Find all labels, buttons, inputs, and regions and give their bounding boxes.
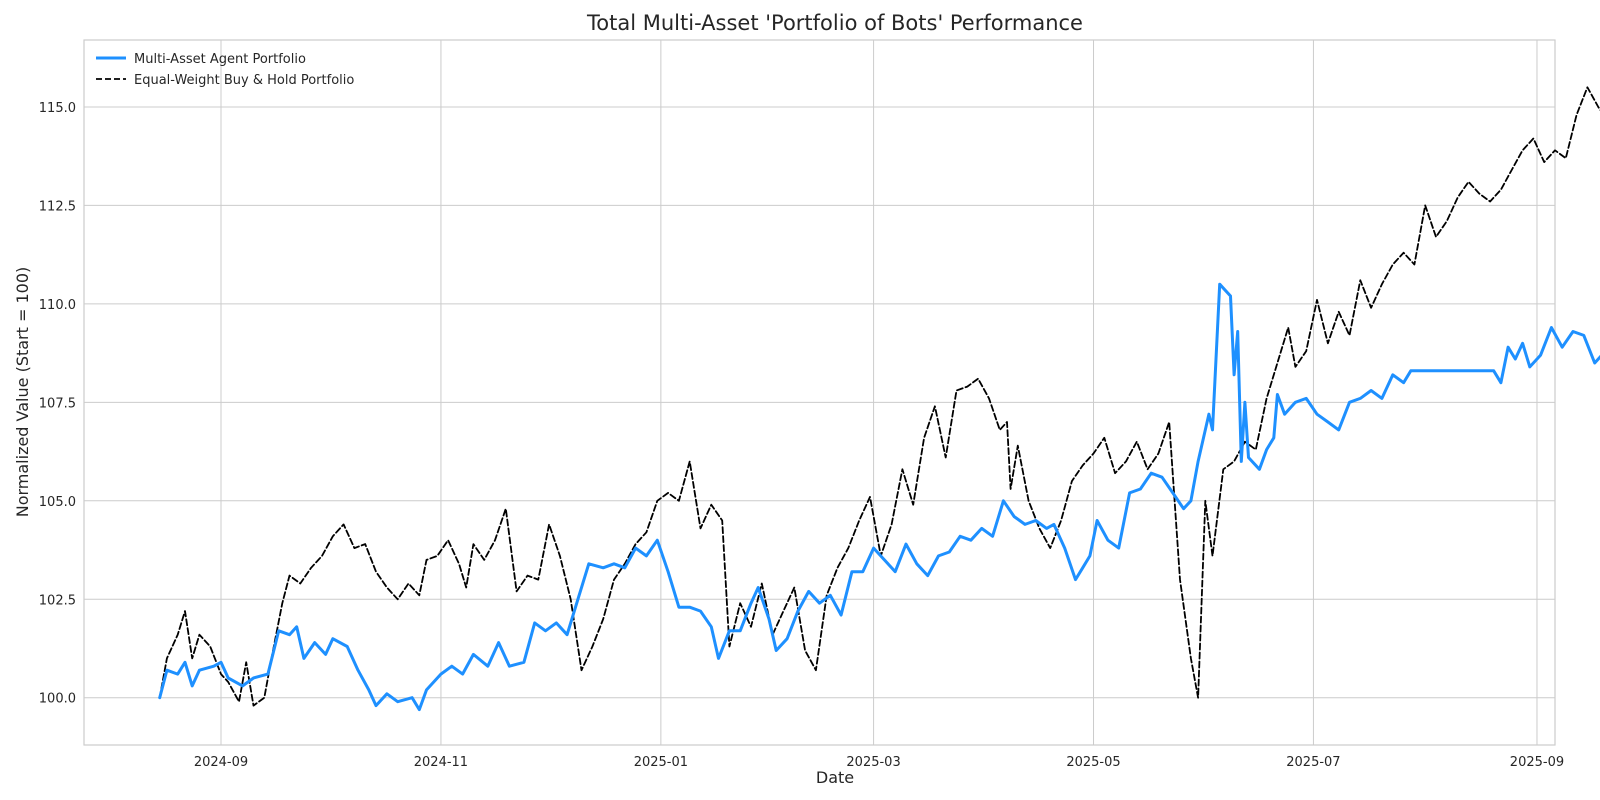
chart-title: Total Multi-Asset 'Portfolio of Bots' Pe… (586, 11, 1083, 35)
x-tick-label: 2024-09 (194, 755, 248, 770)
y-axis-title: Normalized Value (Start = 100) (13, 267, 32, 518)
y-tick-label: 107.5 (39, 396, 76, 411)
series-layer (158, 86, 1600, 712)
x-tick-label: 2025-03 (846, 755, 900, 770)
x-axis: 2024-09 2024-11 2025-01 2025-03 2025-05 2025-… (194, 755, 1564, 770)
y-tick-label: 102.5 (39, 593, 76, 608)
x-tick-label: 2025-01 (634, 755, 688, 770)
y-tick-label: 115.0 (39, 101, 76, 116)
series-line-agent-portfolio (158, 282, 1600, 712)
x-axis-title: Date (816, 768, 854, 787)
legend-label-agent: Multi-Asset Agent Portfolio (134, 52, 306, 67)
y-tick-label: 110.0 (39, 298, 76, 313)
legend-label-benchmark: Equal-Weight Buy & Hold Portfolio (134, 73, 354, 88)
x-tick-label: 2024-11 (414, 755, 468, 770)
legend: Multi-Asset Agent Portfolio Equal-Weight… (96, 52, 354, 88)
x-tick-label: 2025-05 (1066, 755, 1120, 770)
y-tick-label: 105.0 (39, 495, 76, 510)
y-axis: 100.0 102.5 105.0 107.5 110.0 112.5 115.0 (39, 101, 76, 707)
x-tick-label: 2025-07 (1286, 755, 1340, 770)
y-tick-label: 100.0 (39, 692, 76, 707)
plot-frame (83, 39, 1556, 746)
y-tick-label: 112.5 (39, 199, 76, 214)
x-tick-label: 2025-09 (1510, 755, 1564, 770)
series-line-buy-hold-portfolio (158, 86, 1600, 707)
